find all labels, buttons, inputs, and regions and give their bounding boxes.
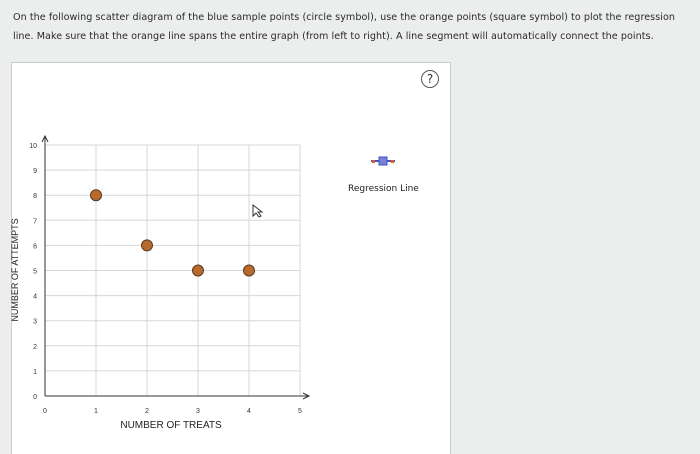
tick-labels: 0 1 2 3 4 5 6 7 8 9 10 0 1 2 3 4 5 <box>29 143 302 415</box>
help-button[interactable]: ? <box>421 70 439 88</box>
regression-line-label: Regression Line <box>348 184 419 194</box>
y-tick-label: 5 <box>33 269 37 276</box>
x-tick-label: 2 <box>145 408 149 415</box>
y-tick-label: 9 <box>33 168 37 175</box>
x-tick-label: 1 <box>94 408 98 415</box>
data-point <box>243 264 255 277</box>
data-points <box>90 189 255 277</box>
regression-line-tool-icon[interactable] <box>371 155 395 169</box>
plot-axes <box>41 134 311 400</box>
y-tick-label: 10 <box>29 143 37 150</box>
y-axis-label: NUMBER OF ATTEMPTS <box>10 218 20 321</box>
y-tick-label: 3 <box>33 319 37 326</box>
y-tick-label: 8 <box>33 193 37 200</box>
y-axis-arrow <box>41 134 49 143</box>
graph-panel <box>11 62 451 454</box>
x-tick-label: 4 <box>247 408 251 415</box>
data-point <box>141 239 153 252</box>
y-tick-label: 0 <box>33 394 37 401</box>
data-point <box>90 189 102 202</box>
plot-grid <box>45 144 301 396</box>
mouse-cursor-icon <box>252 204 264 218</box>
instructions-text: On the following scatter diagram of the … <box>13 12 676 42</box>
x-axis-arrow <box>302 392 311 400</box>
x-tick-label: 0 <box>43 408 47 415</box>
y-tick-label: 2 <box>33 344 37 351</box>
x-tick-label: 5 <box>298 408 302 415</box>
y-tick-label: 7 <box>33 218 37 225</box>
y-tick-label: 6 <box>33 243 37 250</box>
data-point <box>192 264 204 277</box>
y-tick-label: 4 <box>33 294 37 301</box>
x-tick-label: 3 <box>196 408 200 415</box>
y-tick-label: 1 <box>33 369 37 376</box>
x-axis-label: NUMBER OF TREATS <box>120 420 222 431</box>
